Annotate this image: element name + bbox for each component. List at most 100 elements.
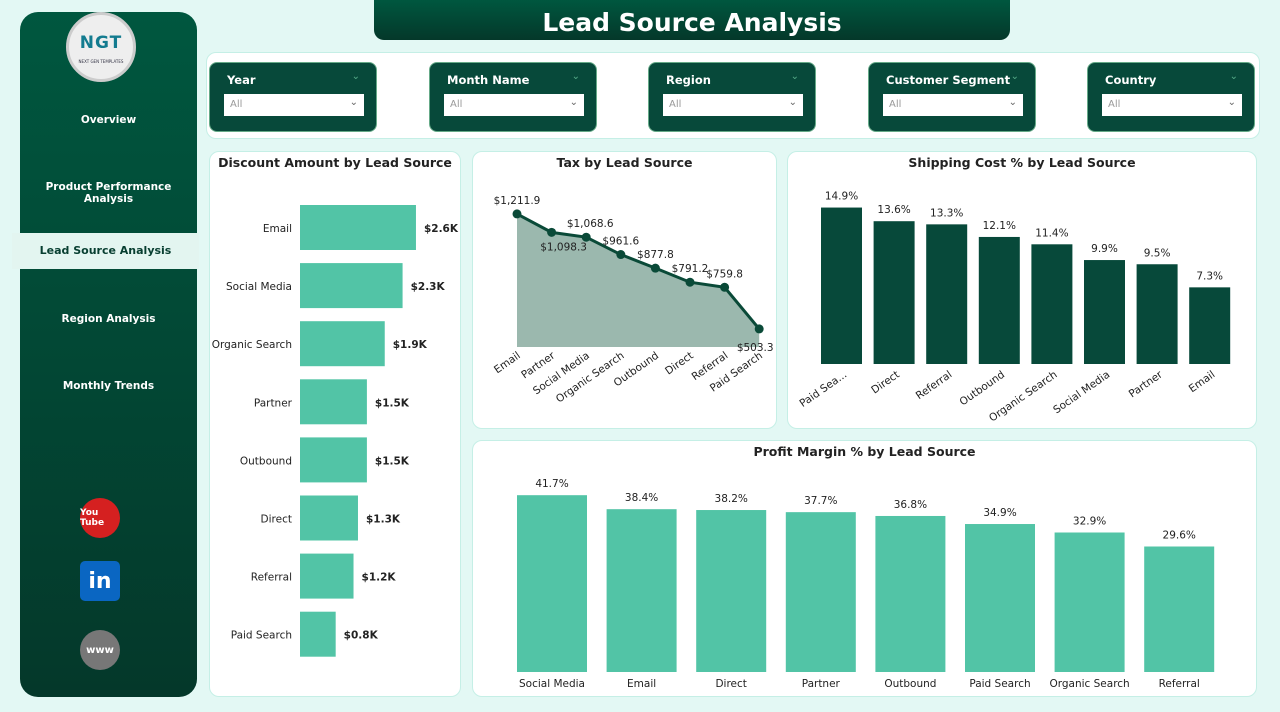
bar bbox=[300, 205, 416, 250]
bar bbox=[1084, 260, 1125, 364]
discount-chart-card: Discount Amount by Lead Source Email $2.6… bbox=[209, 151, 461, 697]
bar bbox=[821, 207, 862, 364]
chart-title: Shipping Cost % by Lead Source bbox=[908, 155, 1136, 170]
data-label: 36.8% bbox=[894, 499, 927, 511]
category-label: Email bbox=[492, 350, 523, 377]
bar bbox=[785, 512, 856, 672]
filter-label: Month Name bbox=[447, 73, 530, 87]
data-label: $503.3 bbox=[737, 342, 774, 354]
nav-lead-source[interactable]: Lead Source Analysis bbox=[12, 233, 199, 269]
data-point bbox=[650, 263, 660, 273]
filter-dropdown[interactable]: All ⌄ bbox=[224, 94, 364, 116]
chevron-down-icon[interactable]: ⌄ bbox=[351, 71, 360, 82]
filter-value: All bbox=[669, 99, 682, 110]
bar bbox=[926, 224, 968, 364]
data-label: 29.6% bbox=[1163, 529, 1196, 541]
category-label: Direct bbox=[869, 369, 902, 397]
filter-dropdown[interactable]: All ⌄ bbox=[444, 94, 584, 116]
data-label: $759.8 bbox=[706, 268, 743, 280]
category-label: Social Media bbox=[519, 678, 585, 690]
shipping-chart: 14.9% Paid Sea... 13.6% Direct 13.3% Referral… bbox=[797, 191, 1231, 424]
bar bbox=[606, 509, 677, 672]
bar bbox=[300, 495, 358, 541]
filter-year: Year ⌄ All ⌄ bbox=[209, 62, 377, 132]
filter-value: All bbox=[450, 99, 463, 110]
nav-region[interactable]: Region Analysis bbox=[61, 313, 156, 325]
chart-title: Profit Margin % by Lead Source bbox=[753, 444, 976, 459]
data-label: 41.7% bbox=[535, 478, 568, 490]
bar bbox=[300, 263, 403, 309]
chevron-down-icon: ⌄ bbox=[1008, 97, 1017, 108]
tax-chart-card: Tax by Lead Source $1,211.9 Email $1,098.3… bbox=[472, 151, 777, 429]
data-label: 9.9% bbox=[1091, 243, 1118, 255]
filter-month-name: Month Name ⌄ All ⌄ bbox=[429, 62, 597, 132]
globe-icon[interactable]: www bbox=[80, 630, 120, 670]
bar bbox=[300, 379, 367, 425]
nav-product-performance[interactable]: Product Performance Analysis bbox=[45, 181, 172, 205]
category-label: Referral bbox=[914, 369, 955, 402]
chevron-down-icon[interactable]: ⌄ bbox=[790, 71, 799, 82]
category-label: Social Media bbox=[226, 281, 292, 293]
filter-country: Country ⌄ All ⌄ bbox=[1087, 62, 1255, 132]
category-label: Organic Search bbox=[212, 339, 292, 351]
category-label: Outbound bbox=[884, 678, 936, 690]
data-label: 11.4% bbox=[1035, 227, 1068, 239]
chevron-down-icon: ⌄ bbox=[349, 97, 358, 108]
category-label: Social Media bbox=[1051, 369, 1112, 417]
bar bbox=[1054, 532, 1125, 672]
filter-dropdown[interactable]: All ⌄ bbox=[663, 94, 803, 116]
data-label: 9.5% bbox=[1144, 247, 1171, 259]
category-label: Partner bbox=[1127, 368, 1166, 400]
category-label: Partner bbox=[802, 678, 841, 690]
data-label: $877.8 bbox=[637, 249, 674, 261]
data-point bbox=[512, 209, 522, 219]
logo: NGT NEXT GEN TEMPLATES bbox=[66, 12, 136, 82]
data-label: $2.3K bbox=[411, 281, 446, 293]
data-label: 12.1% bbox=[983, 220, 1016, 232]
bar bbox=[696, 510, 767, 672]
bar bbox=[965, 524, 1035, 672]
chevron-down-icon[interactable]: ⌄ bbox=[1010, 71, 1019, 82]
filter-label: Country bbox=[1105, 73, 1157, 87]
category-label: Direct bbox=[715, 678, 746, 690]
data-label: $1.5K bbox=[375, 455, 410, 467]
area bbox=[517, 213, 760, 347]
data-point bbox=[720, 282, 730, 292]
category-label: Outbound bbox=[240, 455, 292, 467]
data-label: 38.4% bbox=[625, 492, 658, 504]
youtube-icon[interactable]: You Tube bbox=[80, 498, 120, 538]
bar bbox=[875, 515, 946, 672]
data-point bbox=[547, 227, 557, 237]
data-label: $1.9K bbox=[393, 339, 428, 351]
data-label: 13.6% bbox=[877, 204, 910, 216]
nav-monthly-trends[interactable]: Monthly Trends bbox=[62, 380, 155, 392]
data-label: $1,098.3 bbox=[540, 241, 587, 253]
tax-chart: $1,211.9Email$1,098.3Partner$1,068.6Soci… bbox=[492, 195, 774, 406]
data-point bbox=[754, 324, 764, 334]
data-label: $0.8K bbox=[344, 630, 379, 642]
category-label: Partner bbox=[254, 397, 293, 409]
chevron-down-icon[interactable]: ⌄ bbox=[1229, 71, 1238, 82]
data-label: $791.2 bbox=[672, 263, 709, 275]
linkedin-icon[interactable]: in bbox=[80, 561, 120, 601]
category-label: Paid Sea... bbox=[797, 369, 849, 410]
data-point bbox=[581, 232, 591, 242]
filter-dropdown[interactable]: All ⌄ bbox=[1102, 94, 1242, 116]
data-label: 14.9% bbox=[825, 191, 858, 203]
bar bbox=[300, 321, 385, 367]
profit-chart: 41.7% Social Media 38.4% Email 38.2% Direct 37… bbox=[517, 478, 1215, 690]
filter-dropdown[interactable]: All ⌄ bbox=[883, 94, 1023, 116]
nav-overview[interactable]: Overview bbox=[80, 114, 137, 126]
data-label: 38.2% bbox=[715, 493, 748, 505]
filter-label: Customer Segment bbox=[886, 73, 1011, 87]
category-label: Paid Search bbox=[969, 678, 1030, 690]
filter-value: All bbox=[230, 99, 243, 110]
category-label: Email bbox=[263, 223, 292, 235]
line bbox=[516, 212, 761, 330]
data-point bbox=[616, 250, 626, 260]
filter-value: All bbox=[889, 99, 902, 110]
data-label: 32.9% bbox=[1073, 516, 1106, 528]
filter-region: Region ⌄ All ⌄ bbox=[648, 62, 816, 132]
chevron-down-icon[interactable]: ⌄ bbox=[571, 71, 580, 82]
chevron-down-icon: ⌄ bbox=[1227, 97, 1236, 108]
